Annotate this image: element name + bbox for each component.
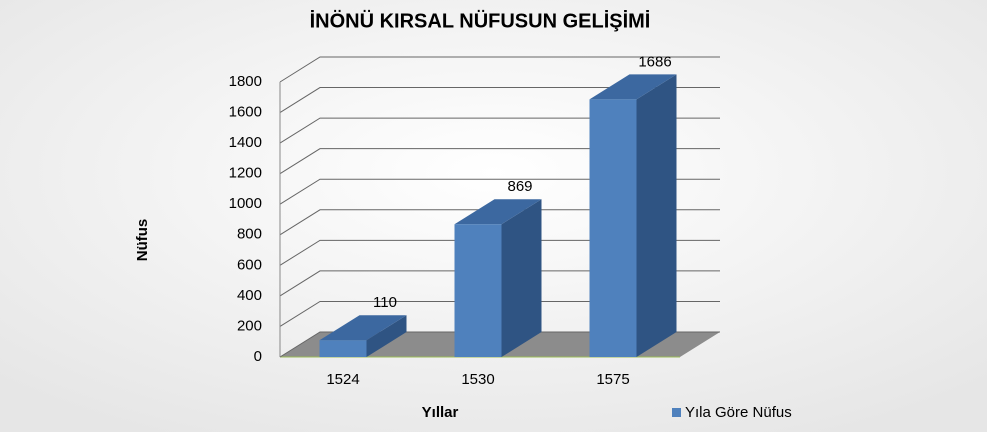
legend-label: Yıla Göre Nüfus (685, 404, 792, 421)
grid-line (279, 87, 720, 113)
y-tick-label: 1800 (229, 73, 262, 90)
y-tick-label: 800 (237, 226, 262, 243)
x-axis-label: Yıllar (422, 404, 459, 421)
chart-title: İNÖNÜ KIRSAL NÜFUSUN GELİŞİMİ (310, 9, 651, 32)
bar (589, 99, 637, 358)
data-label: 1686 (638, 53, 671, 70)
y-tick-label: 600 (237, 256, 262, 273)
grid-line (279, 331, 720, 358)
grid-line (279, 56, 720, 83)
x-tick-label: 1524 (326, 371, 359, 388)
grid-line (279, 209, 720, 236)
bar (319, 340, 367, 357)
x-tick-label: 1575 (596, 371, 629, 388)
bar-side (501, 199, 542, 357)
bar (454, 224, 502, 357)
y-tick-label: 200 (237, 317, 262, 334)
y-tick-label: 1000 (229, 195, 262, 212)
bar-side (366, 315, 407, 357)
data-label: 110 (373, 294, 397, 311)
y-tick-label: 0 (254, 348, 262, 365)
bar-top (454, 199, 542, 225)
grid-line (279, 178, 720, 205)
grid-line (279, 239, 720, 266)
bar-top (319, 315, 407, 341)
grid-line (279, 148, 720, 175)
grid-line (279, 117, 720, 144)
y-tick-label: 1400 (229, 134, 262, 151)
legend-swatch (672, 408, 681, 417)
y-tick-label: 400 (237, 287, 262, 304)
bar-top (589, 74, 677, 100)
y-tick-label: 1200 (229, 165, 262, 182)
bar-side (636, 74, 677, 358)
x-tick-label: 1530 (461, 371, 494, 388)
grid-line (279, 270, 720, 297)
y-axis-label: Nüfus (134, 219, 151, 262)
data-label: 869 (507, 178, 532, 195)
y-tick-label: 1600 (229, 104, 262, 121)
grid-line (279, 300, 720, 327)
